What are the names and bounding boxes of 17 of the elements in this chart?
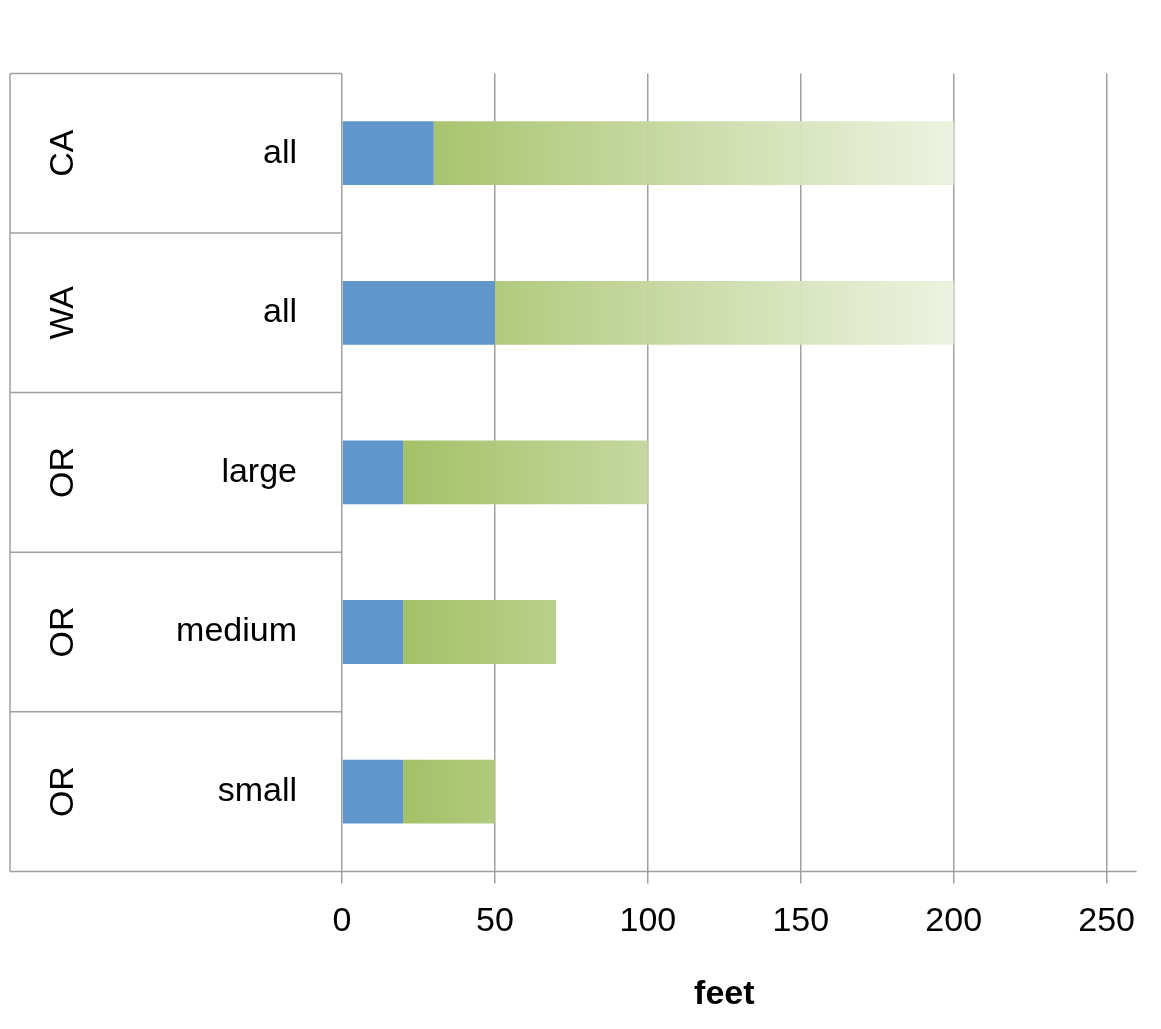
x-tick-label: 0: [332, 900, 352, 939]
bar: [342, 440, 404, 505]
bar: [494, 280, 954, 345]
x-tick-label: 150: [772, 900, 830, 939]
bar: [342, 600, 404, 664]
x-tick-label: 250: [1078, 900, 1135, 939]
x-tick-label: 100: [619, 900, 677, 939]
bar: [403, 600, 557, 664]
x-tick-label: 50: [476, 900, 514, 939]
bar: [403, 759, 495, 824]
bar: [342, 759, 404, 824]
bar: [433, 121, 954, 186]
x-tick-label: 200: [925, 900, 983, 939]
bar: [403, 440, 648, 505]
bar: [342, 280, 495, 345]
x-axis-title: feet: [694, 972, 755, 1011]
bar: [342, 121, 434, 186]
